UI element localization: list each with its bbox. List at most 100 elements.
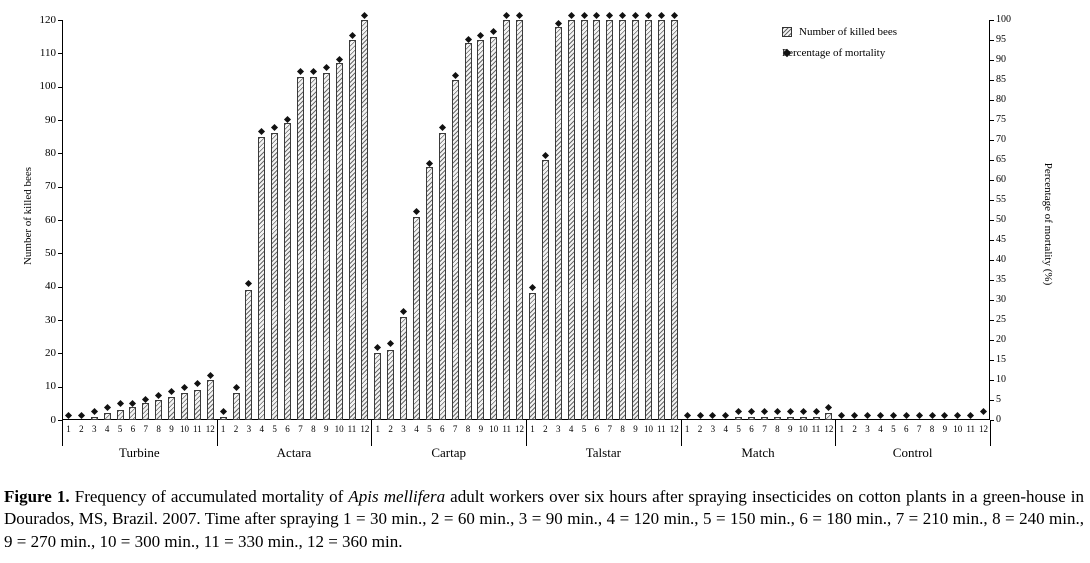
bar-killed-bees <box>322 73 330 420</box>
left-axis-tick-label: 30 <box>45 313 56 326</box>
bar-killed-bees <box>155 400 163 420</box>
bar-killed-bees <box>309 76 317 420</box>
legend-item-mortality: Percentage of mortality <box>782 47 897 59</box>
bar-killed-bees <box>657 20 665 420</box>
x-axis-time-label: 9 <box>787 424 793 434</box>
right-axis-tick-label: 85 <box>996 74 1006 85</box>
right-axis-tick-label: 25 <box>996 314 1006 325</box>
right-axis-tick <box>990 360 994 361</box>
right-axis-tick-label: 65 <box>996 154 1006 165</box>
x-axis-time-label: 2 <box>388 424 393 434</box>
right-axis-tick <box>990 40 994 41</box>
x-axis-time-label: 7 <box>762 424 767 434</box>
x-axis-time-label: 9 <box>633 424 638 434</box>
x-axis-time-label: 4 <box>723 424 729 434</box>
left-axis-tick <box>58 20 62 21</box>
x-axis-time-label: 4 <box>259 424 265 434</box>
x-axis-time-label: 7 <box>143 424 149 434</box>
left-axis-tick-label: 80 <box>45 146 56 159</box>
x-axis-time-label: 10 <box>798 424 808 434</box>
x-axis-time-label: 11 <box>502 424 511 434</box>
x-axis-time-label: 3 <box>401 424 406 434</box>
bar-killed-bees <box>490 36 498 420</box>
x-axis-time-label: 10 <box>334 424 344 434</box>
x-axis-time-label: 4 <box>568 424 574 434</box>
bar-killed-bees <box>477 40 485 420</box>
right-axis-tick-label: 35 <box>996 274 1006 285</box>
x-axis-time-label: 3 <box>246 424 252 434</box>
right-axis-tick-label: 60 <box>996 174 1006 185</box>
bar-killed-bees <box>619 20 627 420</box>
group-separator-line <box>216 420 218 446</box>
bar-killed-bees <box>206 380 214 420</box>
x-axis-time-label: 3 <box>555 424 561 434</box>
figure-caption-label: Figure 1. <box>4 487 70 506</box>
mortality-diamond-marker <box>516 11 524 20</box>
bar-killed-bees <box>335 63 343 420</box>
right-axis-tick-label: 20 <box>996 334 1006 345</box>
bar-killed-bees <box>412 216 420 420</box>
right-axis-tick-label: 0 <box>996 414 1001 425</box>
x-axis-time-label: 2 <box>543 424 548 434</box>
right-axis-tick <box>990 60 994 61</box>
x-axis-time-label: 5 <box>736 424 741 434</box>
right-axis-tick <box>990 320 994 321</box>
left-axis-tick-label: 60 <box>45 213 56 226</box>
mortality-diamond-marker <box>567 11 575 20</box>
x-axis-time-label: 6 <box>903 424 909 434</box>
x-axis-time-label: 3 <box>710 424 716 434</box>
group-separator-line <box>526 420 527 446</box>
x-axis-time-label: 6 <box>285 424 290 434</box>
bar-killed-bees <box>245 290 253 420</box>
x-axis-time-label: 12 <box>515 424 525 434</box>
figure-caption-text-2: adult workers over six hours after spray… <box>4 487 1084 551</box>
left-axis-tick-label: 20 <box>45 346 56 359</box>
mortality-chart: Number of killed bees Percentage of mort… <box>22 11 1054 460</box>
left-axis-tick <box>58 286 62 288</box>
mortality-diamond-marker <box>580 11 588 20</box>
left-axis-tick <box>58 153 62 155</box>
bar-killed-bees <box>374 353 382 420</box>
bar-killed-bees <box>258 136 266 420</box>
bar-killed-bees <box>735 416 743 420</box>
left-axis-tick-label: 50 <box>45 246 56 259</box>
x-axis-time-label: 10 <box>489 424 499 434</box>
bar-killed-bees <box>193 390 201 420</box>
right-axis-title: Percentage of mortality (%) <box>1042 162 1054 286</box>
x-axis-time-label: 1 <box>530 424 535 434</box>
x-axis-time-label: 1 <box>220 424 226 434</box>
left-axis-tick-label: 0 <box>50 413 57 426</box>
left-axis-tick <box>58 53 62 55</box>
left-axis-tick <box>58 320 62 321</box>
bar-killed-bees <box>503 20 511 420</box>
bar-killed-bees <box>606 20 614 420</box>
right-axis-tick-label: 95 <box>996 34 1006 45</box>
mortality-diamond-marker <box>593 11 601 20</box>
treatment-group-label: Cartap <box>431 445 466 460</box>
x-axis-time-label: 6 <box>130 424 136 434</box>
right-axis-tick-label: 15 <box>996 354 1006 365</box>
x-axis-time-label: 12 <box>669 424 679 434</box>
right-axis-tick <box>990 160 994 161</box>
bar-killed-bees <box>760 416 768 420</box>
mortality-diamond-marker <box>606 11 614 20</box>
right-axis-tick-label: 5 <box>996 394 1001 405</box>
bar-killed-bees <box>567 20 575 420</box>
left-axis-tick <box>58 353 62 355</box>
left-axis-tick <box>58 420 62 421</box>
x-axis-time-label: 4 <box>104 424 110 434</box>
bar-killed-bees <box>103 413 111 420</box>
right-axis-tick <box>990 380 994 381</box>
right-axis-tick <box>990 340 994 341</box>
legend-label-mortality: Percentage of mortality <box>782 47 886 59</box>
x-axis-time-label: 11 <box>811 424 821 434</box>
bar-killed-bees <box>516 20 524 420</box>
right-axis-tick-label: 45 <box>996 234 1006 245</box>
right-axis-tick-label: 90 <box>996 54 1006 65</box>
right-axis-tick <box>990 240 994 241</box>
bar-killed-bees <box>296 76 304 420</box>
x-axis-time-label: 6 <box>439 424 445 434</box>
bar-killed-bees <box>632 20 640 420</box>
group-separator-line <box>680 420 682 446</box>
right-axis-tick-label: 75 <box>996 114 1006 125</box>
